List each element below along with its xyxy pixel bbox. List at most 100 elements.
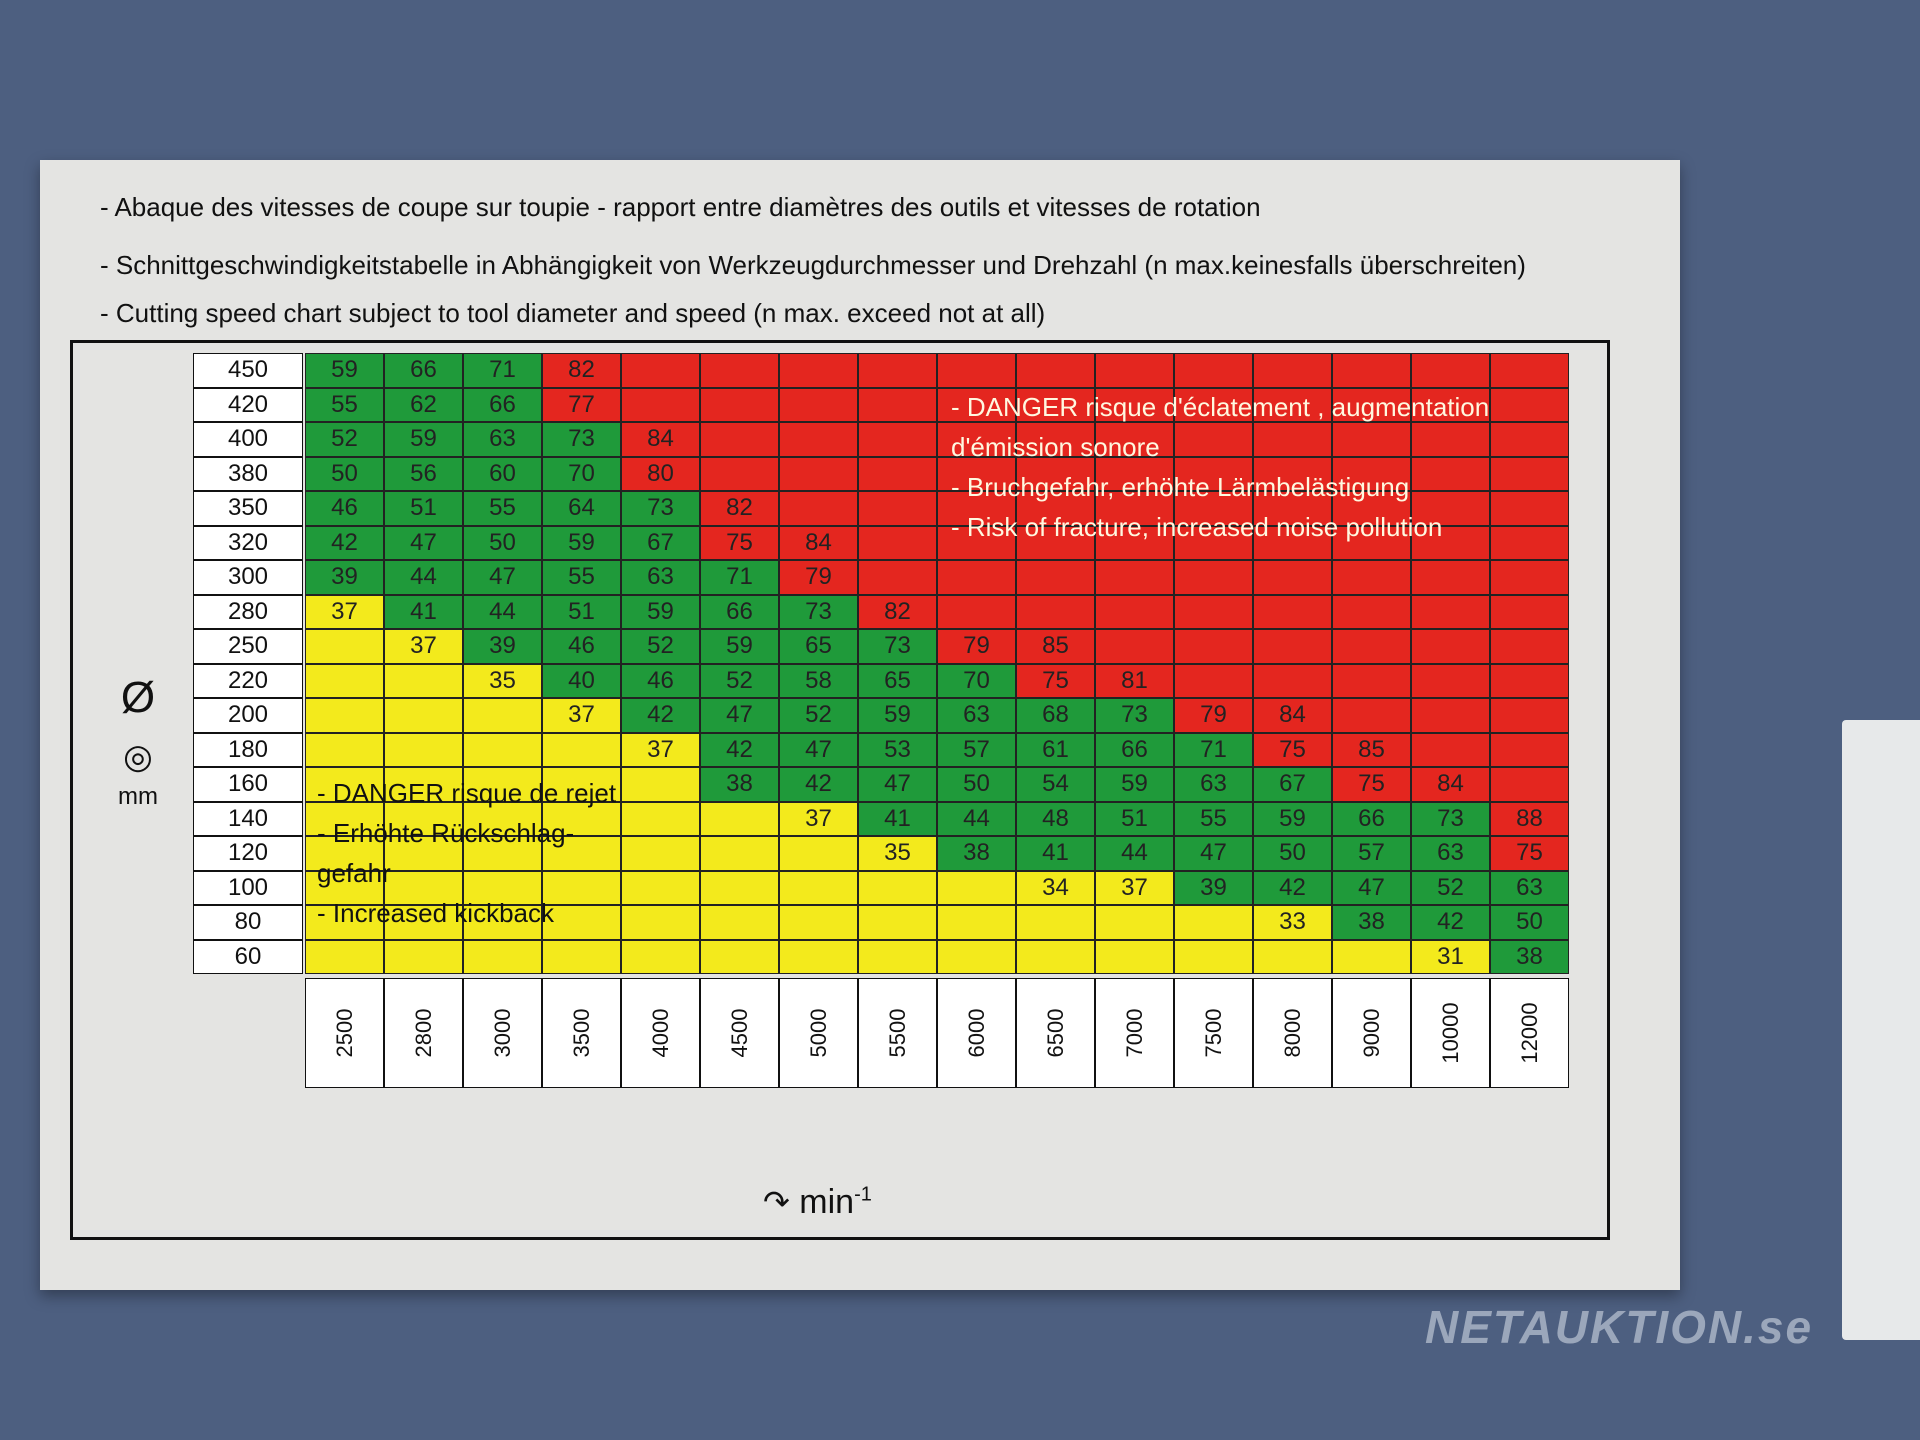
speed-cell bbox=[1174, 422, 1253, 457]
fracture-warning: - DANGER risque d'éclatement , augmentat… bbox=[951, 387, 1489, 547]
speed-cell bbox=[1095, 560, 1174, 595]
speed-cell: 42 bbox=[621, 698, 700, 733]
speed-cell: 44 bbox=[937, 801, 1016, 836]
speed-cell: 39 bbox=[463, 629, 542, 664]
diameter-label: 420 bbox=[193, 387, 303, 422]
speed-cell bbox=[937, 387, 1016, 422]
speed-cell: 44 bbox=[463, 594, 542, 629]
speed-cell: 37 bbox=[305, 594, 384, 629]
speed-cell: 63 bbox=[463, 422, 542, 457]
speed-cell bbox=[1095, 629, 1174, 664]
speed-cell bbox=[858, 525, 937, 560]
diameter-label: 80 bbox=[193, 905, 303, 940]
cutting-speed-label: - Abaque des vitesses de coupe sur toupi… bbox=[40, 160, 1680, 1290]
speed-cell bbox=[621, 387, 700, 422]
speed-cell bbox=[1490, 629, 1569, 664]
speed-cell: 44 bbox=[1095, 836, 1174, 871]
speed-cell: 50 bbox=[1490, 905, 1569, 940]
speed-cell bbox=[463, 801, 542, 836]
speed-cell bbox=[1332, 594, 1411, 629]
speed-cell: 50 bbox=[1253, 836, 1332, 871]
speed-cell bbox=[1411, 353, 1490, 388]
speed-cell: 42 bbox=[700, 732, 779, 767]
speed-cell bbox=[305, 629, 384, 664]
speed-cell: 81 bbox=[1095, 663, 1174, 698]
speed-cell bbox=[1490, 698, 1569, 733]
speed-label: 9000 bbox=[1332, 978, 1411, 1088]
speed-cell bbox=[463, 698, 542, 733]
speed-cell bbox=[1411, 387, 1490, 422]
speed-cell bbox=[858, 491, 937, 526]
speed-cell: 59 bbox=[858, 698, 937, 733]
speed-cell bbox=[1174, 353, 1253, 388]
speed-cell bbox=[305, 801, 384, 836]
speed-cell bbox=[542, 905, 621, 940]
speed-cell: 37 bbox=[1095, 870, 1174, 905]
speed-cell: 55 bbox=[463, 491, 542, 526]
speed-cell bbox=[937, 560, 1016, 595]
speed-cell: 46 bbox=[305, 491, 384, 526]
speed-label: 6000 bbox=[937, 978, 1016, 1088]
speed-cell: 73 bbox=[1411, 801, 1490, 836]
speed-cell bbox=[1016, 422, 1095, 457]
speed-cell bbox=[1095, 905, 1174, 940]
speed-cell: 51 bbox=[542, 594, 621, 629]
speed-cell bbox=[305, 836, 384, 871]
speed-label: 3500 bbox=[542, 978, 621, 1088]
speed-cell bbox=[1332, 629, 1411, 664]
speed-cell bbox=[1174, 560, 1253, 595]
speed-label: 4000 bbox=[621, 978, 700, 1088]
kickback-warning-line: - Erhöhte Rückschlag- bbox=[317, 818, 575, 848]
speed-cell bbox=[1253, 422, 1332, 457]
speed-cell: 73 bbox=[621, 491, 700, 526]
speed-cell: 82 bbox=[700, 491, 779, 526]
speed-cell bbox=[1332, 663, 1411, 698]
rotation-icon: ↷ bbox=[763, 1184, 790, 1220]
speed-cell: 58 bbox=[779, 663, 858, 698]
speed-cell: 63 bbox=[937, 698, 1016, 733]
speed-cell bbox=[1253, 629, 1332, 664]
speed-cell: 71 bbox=[463, 353, 542, 388]
speed-cell bbox=[1253, 525, 1332, 560]
speed-cell bbox=[1016, 525, 1095, 560]
speed-cell bbox=[858, 905, 937, 940]
diameter-label: 60 bbox=[193, 939, 303, 974]
speed-cell: 68 bbox=[1016, 698, 1095, 733]
speed-cell bbox=[700, 456, 779, 491]
speed-cell: 75 bbox=[1016, 663, 1095, 698]
speed-cell: 47 bbox=[1174, 836, 1253, 871]
speed-cell: 33 bbox=[1253, 905, 1332, 940]
diameter-label: 250 bbox=[193, 629, 303, 664]
speed-cell bbox=[1095, 491, 1174, 526]
speed-cell bbox=[1253, 456, 1332, 491]
speed-cell: 47 bbox=[1332, 870, 1411, 905]
speed-cell bbox=[858, 870, 937, 905]
speed-cell bbox=[1174, 663, 1253, 698]
speed-cell: 79 bbox=[1174, 698, 1253, 733]
speed-cell: 71 bbox=[1174, 732, 1253, 767]
speed-cell bbox=[463, 870, 542, 905]
speed-cell bbox=[1174, 456, 1253, 491]
speed-cell bbox=[1490, 422, 1569, 457]
diameter-axis: Ø ◎ mm bbox=[93, 673, 183, 811]
speed-cell bbox=[1490, 663, 1569, 698]
speed-cell bbox=[621, 801, 700, 836]
speed-cell bbox=[1253, 594, 1332, 629]
speed-cell: 65 bbox=[779, 629, 858, 664]
speed-cell: 59 bbox=[700, 629, 779, 664]
fracture-warning-line: d'émission sonore bbox=[951, 432, 1160, 462]
speed-cell bbox=[384, 698, 463, 733]
speed-cell bbox=[1253, 491, 1332, 526]
speed-label: 7000 bbox=[1095, 978, 1174, 1088]
speed-cell bbox=[1411, 422, 1490, 457]
speed-cell bbox=[937, 422, 1016, 457]
speed-cell: 55 bbox=[542, 560, 621, 595]
speed-cell bbox=[779, 870, 858, 905]
speed-cell bbox=[1332, 387, 1411, 422]
speed-cell: 37 bbox=[621, 732, 700, 767]
speed-cell bbox=[1016, 456, 1095, 491]
speed-cell: 82 bbox=[542, 353, 621, 388]
speed-cell bbox=[463, 767, 542, 802]
speed-cell bbox=[1095, 525, 1174, 560]
speed-cell bbox=[384, 767, 463, 802]
